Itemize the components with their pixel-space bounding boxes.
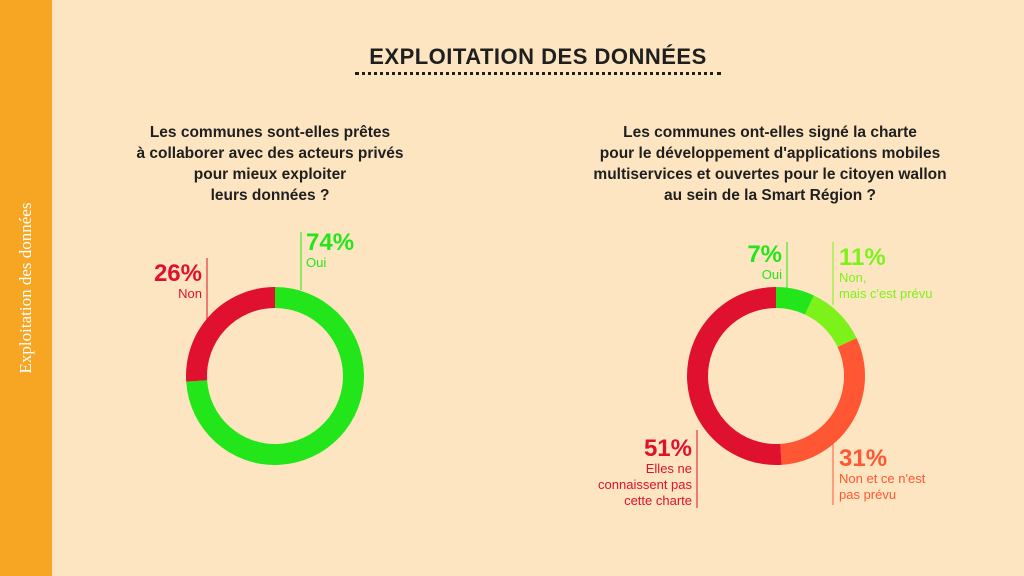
sidebar: Exploitation des données (0, 0, 52, 576)
chart-2-slice (804, 295, 857, 348)
chart-2-percent-label: 11% (839, 244, 886, 271)
chart-2-category-label: connaissent pas (598, 477, 692, 492)
chart-1-slice (186, 287, 275, 382)
chart-2-title-line: multiservices et ouvertes pour le citoye… (593, 166, 947, 183)
page-title: EXPLOITATION DES DONNÉES (369, 44, 707, 69)
chart-1-title-line: leurs données ? (210, 187, 330, 204)
chart-1-title-line: à collaborer avec des acteurs privés (136, 145, 404, 162)
chart-1-title: Les communes sont-elles prêtes à collabo… (120, 122, 420, 206)
chart-2-title: Les communes ont-elles signé la charte p… (560, 122, 980, 206)
chart-2-category-label: mais c'est prévu (839, 286, 933, 301)
chart-1-title-line: pour mieux exploiter (193, 166, 347, 183)
chart-1-title-line: Les communes sont-elles prêtes (149, 124, 391, 141)
chart-2-percent-label: 7% (747, 241, 782, 268)
chart-2-title-line: au sein de la Smart Région ? (664, 187, 876, 204)
chart-2-category-label: pas prévu (839, 487, 896, 502)
chart-2-category-label: Oui (762, 267, 782, 282)
chart-2-percent-label: 31% (839, 445, 887, 472)
chart-1-category-label: Oui (306, 255, 326, 270)
chart-2-slice (776, 287, 814, 315)
chart-2-category-label: cette charte (624, 493, 692, 508)
chart-2-percent-label: 51% (644, 435, 692, 462)
chart-2-title-line: Les communes ont-elles signé la charte (623, 124, 917, 141)
chart-1-percent-label: 26% (154, 260, 202, 287)
chart-1-percent-label: 74% (306, 229, 354, 256)
chart-2-category-label: Non, (839, 270, 866, 285)
chart-2-category-label: Elles ne (646, 461, 692, 476)
title-underline (355, 72, 721, 75)
chart-2-category-label: Non et ce n'est (839, 471, 926, 486)
chart-2-slice (687, 287, 782, 465)
chart-2-slice (780, 338, 865, 465)
chart-2-title-line: pour le développement d'applications mob… (599, 145, 941, 162)
chart-1-category-label: Non (178, 286, 202, 301)
